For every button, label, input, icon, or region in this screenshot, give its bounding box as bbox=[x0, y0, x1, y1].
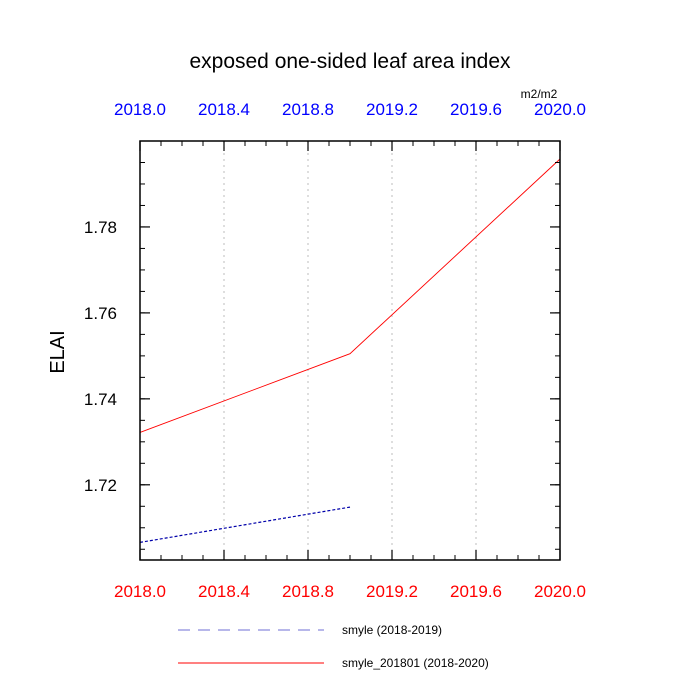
legend-label: smyle_201801 (2018-2020) bbox=[342, 656, 489, 670]
x-tick-label-bottom: 2019.6 bbox=[450, 582, 502, 601]
y-tick-label: 1.78 bbox=[84, 218, 117, 237]
chart-title: exposed one-sided leaf area index bbox=[189, 50, 511, 73]
x-tick-label-top: 2019.6 bbox=[450, 100, 502, 119]
legend: smyle (2018-2019) smyle_201801 (2018-2020… bbox=[178, 623, 489, 670]
units-label: m2/m2 bbox=[521, 87, 558, 101]
x-tick-label-bottom: 2020.0 bbox=[534, 582, 586, 601]
x-tick-label-bottom: 2018.0 bbox=[114, 582, 166, 601]
grid-lines bbox=[223, 141, 477, 560]
y-tick-label: 1.74 bbox=[84, 390, 117, 409]
x-tick-label-top: 2020.0 bbox=[534, 100, 586, 119]
x-tick-label-top: 2018.0 bbox=[114, 100, 166, 119]
series-line bbox=[139, 158, 561, 433]
top-x-tick-labels: 2018.0 2018.4 2018.8 2019.2 2019.6 2020.0 bbox=[114, 100, 586, 119]
x-tick-label-bottom: 2018.4 bbox=[198, 582, 250, 601]
series-lines bbox=[139, 158, 561, 543]
y-tick-labels: 1.72 1.74 1.76 1.78 bbox=[84, 218, 117, 495]
y-axis-label: ELAI bbox=[47, 330, 69, 373]
x-tick-label-top: 2018.4 bbox=[198, 100, 250, 119]
axis-ticks bbox=[139, 140, 561, 560]
bottom-x-tick-labels: 2018.0 2018.4 2018.8 2019.2 2019.6 2020.0 bbox=[114, 582, 586, 601]
x-tick-label-bottom: 2018.8 bbox=[282, 582, 334, 601]
plot-frame bbox=[139, 140, 561, 561]
x-tick-label-top: 2018.8 bbox=[282, 100, 334, 119]
x-tick-label-top: 2019.2 bbox=[366, 100, 418, 119]
series-line bbox=[139, 506, 351, 543]
legend-label: smyle (2018-2019) bbox=[342, 623, 442, 637]
y-tick-label: 1.76 bbox=[84, 304, 117, 323]
x-tick-label-bottom: 2019.2 bbox=[366, 582, 418, 601]
y-tick-label: 1.72 bbox=[84, 476, 117, 495]
